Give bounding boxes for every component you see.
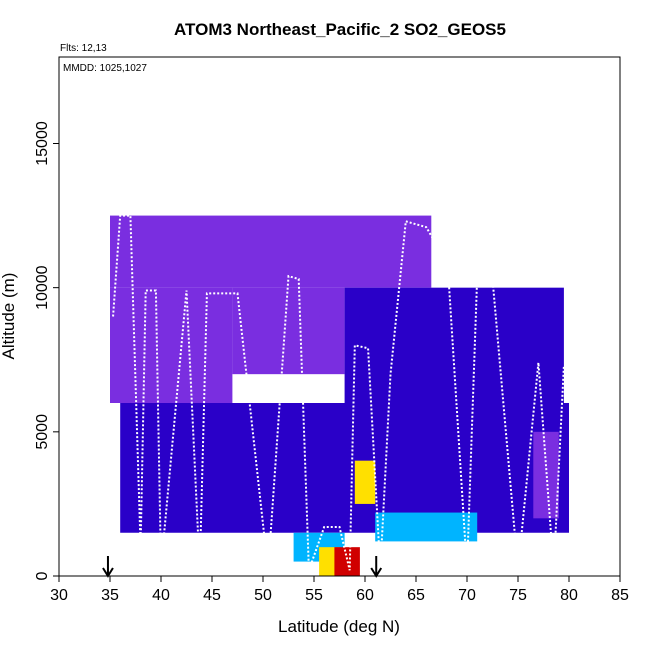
heatmap-cell-10 xyxy=(533,431,559,519)
y-axis-label: Altitude (m) xyxy=(0,273,18,360)
mmdd-annotation: MMDD: 1025,1027 xyxy=(63,63,147,74)
y-tick-label-1: 5000 xyxy=(34,414,51,450)
x-tick-label-2: 40 xyxy=(152,587,170,604)
heatmap-cell-9 xyxy=(375,512,478,542)
y-tick-label-3: 15000 xyxy=(34,121,51,166)
x-tick-label-0: 30 xyxy=(50,587,68,604)
x-tick-label-3: 45 xyxy=(203,587,221,604)
arrow-marker-0 xyxy=(102,556,114,578)
heatmap-cell-8 xyxy=(354,460,376,504)
y-tick-label-0: 0 xyxy=(34,571,51,580)
flight-track-line xyxy=(112,214,565,571)
x-tick-label-7: 65 xyxy=(407,587,425,604)
x-tick-label-10: 80 xyxy=(560,587,578,604)
heatmap-cell-0 xyxy=(110,215,432,288)
heatmap-cell-1 xyxy=(110,287,233,403)
x-tick-label-9: 75 xyxy=(509,587,527,604)
plot-frame xyxy=(58,56,621,577)
y-tick-label-2: 10000 xyxy=(34,265,51,310)
x-axis-label: Latitude (deg N) xyxy=(278,617,400,636)
heatmap-cell-4 xyxy=(120,403,569,533)
x-tick-label-6: 60 xyxy=(356,587,374,604)
heatmap-cell-2 xyxy=(232,287,345,375)
x-tick-label-5: 55 xyxy=(305,587,323,604)
heatmap-layer xyxy=(110,215,569,576)
flights-annotation: Flts: 12,13 xyxy=(60,43,107,54)
y-axis: 0 5000 10000 15000 xyxy=(34,121,59,580)
x-axis: 30 35 40 45 50 55 60 65 70 75 80 85 xyxy=(50,576,629,604)
x-tick-label-1: 35 xyxy=(101,587,119,604)
chart-title: ATOM3 Northeast_Pacific_2 SO2_GEOS5 xyxy=(174,20,506,39)
x-tick-label-4: 50 xyxy=(254,587,272,604)
x-tick-label-8: 70 xyxy=(458,587,476,604)
flight-track-layer xyxy=(112,214,565,571)
x-tick-label-11: 85 xyxy=(611,587,629,604)
